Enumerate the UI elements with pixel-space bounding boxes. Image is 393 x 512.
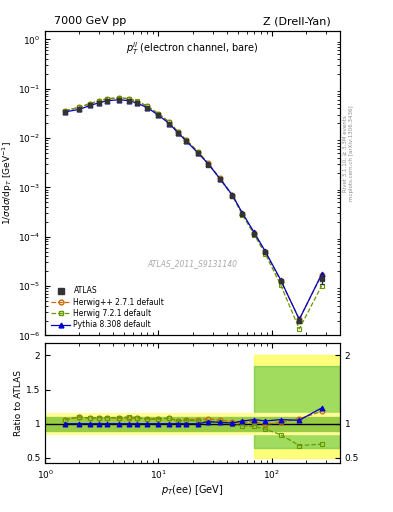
Legend: ATLAS, Herwig++ 2.7.1 default, Herwig 7.2.1 default, Pythia 8.308 default: ATLAS, Herwig++ 2.7.1 default, Herwig 7.…: [49, 284, 167, 332]
Text: $p_T^{ll}$ (electron channel, bare): $p_T^{ll}$ (electron channel, bare): [126, 40, 259, 57]
Text: mcplots.cern.ch [arXiv:1306.3436]: mcplots.cern.ch [arXiv:1306.3436]: [349, 106, 354, 201]
X-axis label: $p_T$(ee) [GeV]: $p_T$(ee) [GeV]: [162, 483, 224, 497]
Y-axis label: 1/$\sigma$d$\sigma$/dp$_T$ [GeV$^{-1}$]: 1/$\sigma$d$\sigma$/dp$_T$ [GeV$^{-1}$]: [1, 141, 15, 225]
Text: 7000 GeV pp: 7000 GeV pp: [54, 16, 126, 26]
Text: ATLAS_2011_S9131140: ATLAS_2011_S9131140: [147, 260, 238, 268]
Bar: [45, 414, 340, 434]
Text: Rivet 3.1.10, ≥ 3.3M events: Rivet 3.1.10, ≥ 3.3M events: [343, 115, 347, 192]
Text: Z (Drell-Yan): Z (Drell-Yan): [263, 16, 331, 26]
Y-axis label: Ratio to ATLAS: Ratio to ATLAS: [14, 370, 23, 436]
Bar: [45, 417, 340, 431]
